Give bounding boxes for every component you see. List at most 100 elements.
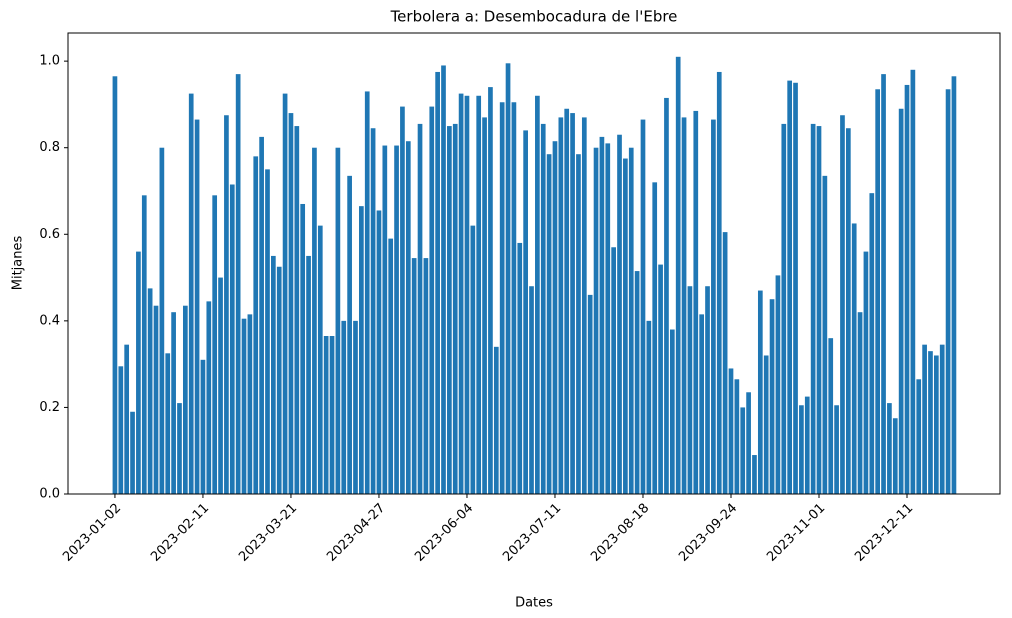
bar [799,405,804,494]
bar [599,136,605,494]
bar [793,82,798,494]
bar [488,87,493,495]
bar [212,195,218,494]
bar [787,80,793,494]
bar [329,336,335,494]
bar [769,299,775,494]
bar [364,91,370,495]
bar [664,97,669,495]
bar [881,74,886,494]
bar [951,76,957,495]
bar [259,136,264,494]
bar [617,134,622,494]
bar [740,407,746,494]
bar [816,126,822,494]
bar [229,184,235,494]
bar [218,277,223,494]
bar [476,95,482,494]
x-tick-label: 2023-02-11 [148,501,212,565]
x-tick-label: 2023-07-11 [500,501,564,565]
bar [640,119,646,495]
bar [417,123,423,495]
x-tick-label: 2023-03-21 [236,501,300,565]
bar [669,329,675,494]
bar [535,95,540,494]
bar [177,403,182,494]
bar [904,84,910,494]
bar [171,312,176,494]
bar [294,126,300,494]
bar [517,242,523,494]
bar [605,143,611,494]
y-tick-label: 0.6 [39,227,60,242]
bar [705,286,710,494]
bar [182,305,188,494]
bar [933,355,939,494]
bar [276,266,282,494]
bar [441,65,446,495]
y-tick-label: 0.8 [39,140,60,155]
bar [499,102,505,495]
bar [359,206,364,494]
bar [282,93,288,494]
bar [658,264,663,494]
bar [300,203,306,495]
plot-frame [67,32,1001,495]
bar [458,93,464,494]
bar [271,255,276,494]
bar [675,56,681,495]
bar [646,320,652,494]
bar [124,344,130,494]
bar [165,353,171,494]
bar [693,110,699,494]
bar [388,238,394,494]
bar [552,141,558,495]
bar [335,147,341,494]
bar [564,108,570,495]
bar [341,320,347,494]
bar [822,175,828,494]
bar [652,182,658,495]
bar [863,251,869,494]
bar [576,154,581,494]
bar [241,318,247,494]
bar [581,117,587,494]
bar [558,117,564,494]
bar [587,294,593,494]
bar [429,106,435,494]
bar [623,158,628,494]
bar [136,251,141,494]
bar [711,119,716,495]
bar [370,128,376,494]
bar [529,286,534,494]
bar [253,156,259,494]
bar [845,128,851,494]
bar [153,305,159,494]
bar [869,193,875,495]
bar [323,336,329,494]
bar [763,355,769,494]
bar [945,89,951,494]
bar [470,225,476,494]
bar [511,102,517,495]
bar [118,366,124,494]
bar [593,147,599,494]
bar [570,113,575,495]
bar [722,232,728,494]
bar [347,175,352,494]
bar [505,63,511,494]
bar [206,301,212,494]
bar [716,71,722,494]
x-tick-label: 2023-08-18 [588,501,652,565]
bar [423,258,429,494]
bar [482,117,487,494]
x-tick-label: 2023-12-11 [852,501,916,565]
bar [112,76,118,495]
y-tick-label: 1.0 [39,54,60,69]
bar [493,346,499,494]
bar [910,69,916,494]
bar [464,95,470,494]
y-axis-label: Mitjanes [11,236,26,291]
bar [447,126,452,494]
